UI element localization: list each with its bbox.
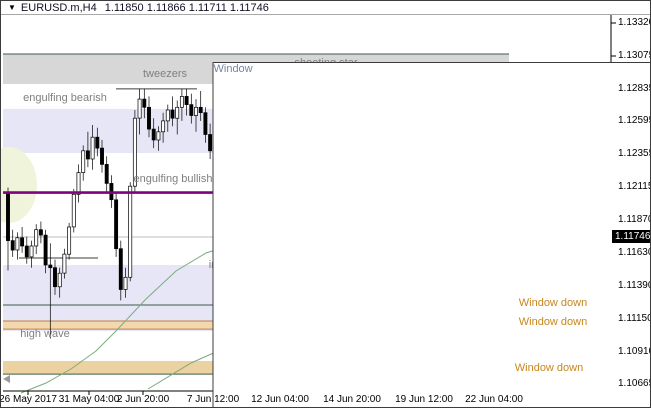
chart-symbol-timeframe: EURUSD.m,H4 [20, 1, 97, 14]
time-axis-label: 31 May 04:00 [58, 394, 120, 405]
time-axis-label: 14 Jun 20:00 [323, 394, 381, 405]
chart-ohlc-values: 1.11850 1.11866 1.11711 1.11746 [104, 1, 269, 14]
chart-title-bar: ▼ EURUSD.m,H4 1.11850 1.11866 1.11711 1.… [1, 1, 650, 15]
time-axis-label: 26 May 2017 [0, 394, 57, 405]
axis-scroll-marker-icon [3, 375, 10, 383]
time-axis-label: 19 Jun 12:00 [395, 394, 453, 405]
symbol-dropdown-arrow-icon[interactable]: ▼ [8, 2, 16, 12]
time-axis-label: 12 Jun 04:00 [251, 394, 309, 405]
price-axis-label: 1.13320 [618, 17, 651, 28]
current-price-tag: 1.11746 [612, 230, 650, 243]
price-axis-label: 1.13075 [618, 50, 651, 61]
highlight-ellipse [1, 147, 37, 223]
time-axis-label: 2 Jun 20:00 [116, 394, 170, 405]
time-axis-label: 22 Jun 04:00 [465, 394, 523, 405]
time-axis-label: 7 Jun 12:00 [186, 394, 240, 405]
